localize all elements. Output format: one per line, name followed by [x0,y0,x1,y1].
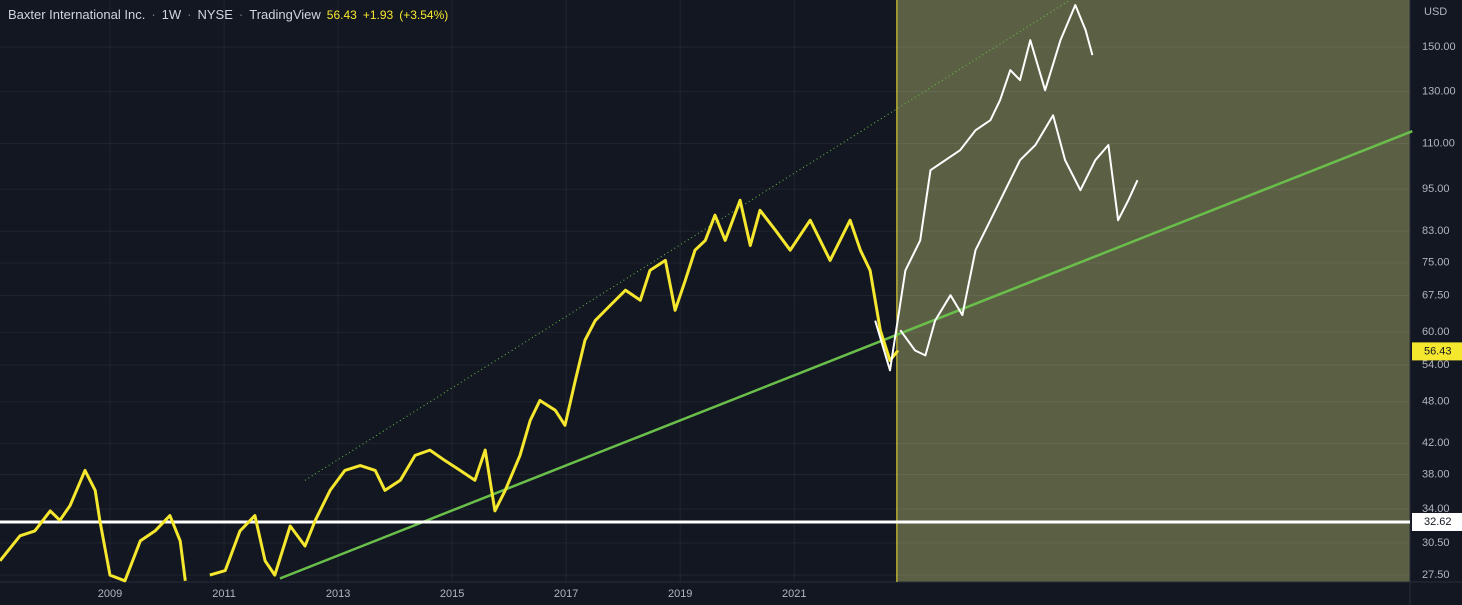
y-tick-label: 95.00 [1422,183,1450,195]
level-badge [1412,512,1462,531]
last-price-badge [1412,342,1462,361]
price-line [899,114,1139,357]
y-tick-label: 38.00 [1422,468,1450,480]
x-tick-label: 2009 [98,588,122,600]
change: +1.93 [362,8,394,22]
y-tick-label: 27.50 [1422,569,1450,581]
y-tick-label: 54.00 [1422,359,1450,371]
y-tick-label: 83.00 [1422,225,1450,237]
last-price: 56.43 [326,8,357,22]
chart-header: Baxter International Inc. · 1W · NYSE · Tra… [8,7,449,22]
x-tick-label: 2011 [212,588,236,600]
source: TradingView [249,7,321,22]
trendline [279,130,1413,580]
y-tick-label: 130.00 [1422,86,1456,98]
y-tick-label: 60.00 [1422,326,1450,338]
interval: 1W [161,7,182,22]
y-tick-label: 67.50 [1422,290,1450,302]
x-tick-label: 2021 [782,588,806,600]
y-tick-label: 75.00 [1422,257,1450,269]
level-label: 32.62 [1424,516,1452,528]
x-tick-label: 2017 [554,588,578,600]
y-tick-label: 48.00 [1422,396,1450,408]
change-percent: (+3.54%) [399,8,449,22]
x-tick-label: 2013 [326,588,350,600]
last-price-label: 56.43 [1424,345,1452,357]
x-tick-label: 2015 [440,588,464,600]
projection-area [896,0,1410,582]
price-line [874,4,1094,372]
y-tick-label: 110.00 [1422,138,1455,150]
y-tick-label: 30.50 [1422,537,1450,549]
symbol: Baxter International Inc. [8,7,146,22]
y-tick-label: 34.00 [1422,503,1450,515]
exchange: NYSE [197,7,233,22]
y-tick-label: 42.00 [1422,437,1450,449]
y-tick-label: 150.00 [1422,41,1456,53]
price-line [0,198,900,583]
trendline [304,0,1071,481]
currency-label: USD [1424,6,1447,18]
x-tick-label: 2019 [668,588,692,600]
